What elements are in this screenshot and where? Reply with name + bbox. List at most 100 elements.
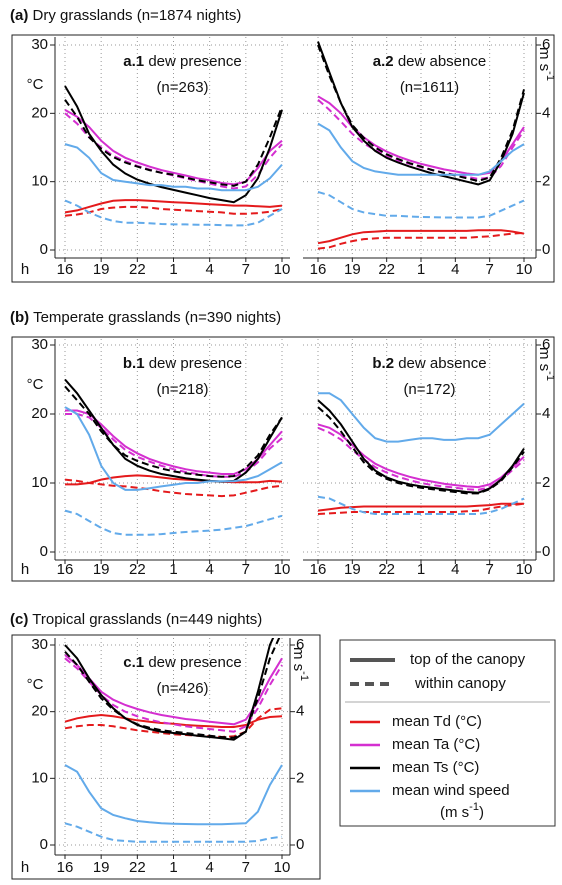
- series-line: [317, 122, 525, 176]
- series-line: [317, 406, 525, 495]
- series-line: [64, 112, 283, 190]
- panel-label: b.2: [372, 355, 394, 372]
- y-tick-label: 0: [40, 836, 48, 853]
- y2-tick-label: 2: [542, 474, 550, 491]
- legend-unit: (m s: [440, 804, 469, 821]
- group-name: Dry grasslands (n=1874 nights): [33, 7, 242, 24]
- panel-label: a.2: [373, 53, 394, 70]
- x-tick-label: 4: [451, 561, 459, 578]
- y2-tick-label: 4: [296, 703, 304, 720]
- series-line: [64, 509, 283, 536]
- x-tick-label: 16: [310, 561, 327, 578]
- legend-label: mean wind speed: [392, 782, 510, 799]
- legend-label: mean Ts (°C): [392, 759, 479, 776]
- legend-style-label: within canopy: [414, 675, 506, 692]
- x-tick-label: 16: [57, 859, 74, 876]
- panel-name: dew presence: [148, 53, 241, 70]
- series-line: [65, 474, 283, 486]
- y2-axis-label-exp: -1: [544, 71, 556, 81]
- x-tick-label: 19: [93, 561, 110, 578]
- panel-subtitle: (n=426): [156, 680, 208, 697]
- series-line: [317, 229, 525, 245]
- y2-tick-label: 6: [296, 636, 304, 653]
- series-line: [64, 143, 283, 192]
- x-axis-label: h: [21, 261, 29, 278]
- series-line: [64, 822, 283, 843]
- x-axis-label: h: [21, 859, 29, 876]
- x-tick-label: 22: [378, 561, 395, 578]
- group-label: (c): [10, 611, 28, 628]
- y-tick-label: 10: [31, 769, 48, 786]
- panel-label: c.1: [123, 654, 144, 671]
- y-tick-label: 20: [31, 703, 48, 720]
- panel-title: b.1 dew presence: [123, 355, 242, 372]
- panel-name: dew absence: [398, 355, 486, 372]
- legend-label: mean Td (°C): [392, 713, 482, 730]
- y-tick-label: 30: [31, 636, 48, 653]
- y-tick-label: 20: [31, 405, 48, 422]
- x-tick-label: 19: [344, 261, 361, 278]
- legend-unit-exp: -1: [469, 801, 479, 813]
- y-tick-label: 30: [31, 36, 48, 53]
- x-tick-label: 4: [205, 859, 213, 876]
- x-tick-label: 1: [169, 261, 177, 278]
- x-tick-label: 10: [274, 261, 291, 278]
- y2-tick-label: 0: [296, 836, 304, 853]
- panel-title: a.1 dew presence: [123, 53, 241, 70]
- series-line: [64, 385, 283, 478]
- series-line: [317, 41, 525, 186]
- x-tick-label: 4: [451, 261, 459, 278]
- x-tick-label: 10: [274, 859, 291, 876]
- series-line: [317, 495, 525, 515]
- x-tick-label: 22: [129, 261, 146, 278]
- y2-tick-label: 0: [542, 241, 550, 258]
- series-line: [317, 426, 525, 491]
- y-tick-label: 20: [31, 104, 48, 121]
- legend-label-unit: (m s-1): [440, 801, 484, 821]
- x-tick-label: 1: [417, 561, 425, 578]
- y2-tick-label: 2: [296, 769, 304, 786]
- series-line: [317, 44, 525, 183]
- series-line: [64, 85, 283, 204]
- x-tick-label: 4: [205, 261, 213, 278]
- series-line: [317, 95, 525, 176]
- y2-axis-label-exp: -1: [544, 371, 556, 381]
- group-name: Temperate grasslands (n=390 nights): [33, 309, 281, 326]
- x-tick-label: 22: [129, 561, 146, 578]
- y2-tick-label: 6: [542, 36, 550, 53]
- series-line: [64, 654, 283, 726]
- legend-unit-end: ): [479, 804, 484, 821]
- y-axis-label: °C: [27, 376, 44, 393]
- series-line: [65, 409, 283, 475]
- series-line: [317, 502, 525, 515]
- y2-tick-label: 6: [542, 336, 550, 353]
- group-frame: [11, 336, 555, 582]
- group-title: (b) Temperate grasslands (n=390 nights): [10, 309, 281, 326]
- y2-axis-label: m s-1: [536, 347, 556, 381]
- series-line: [64, 205, 283, 217]
- x-tick-label: 22: [378, 261, 395, 278]
- x-tick-label: 19: [93, 859, 110, 876]
- series-line: [64, 406, 283, 491]
- y2-axis-label-unit: m s: [536, 47, 553, 71]
- series-line: [64, 378, 283, 483]
- series-line: [318, 392, 525, 443]
- x-tick-label: 7: [485, 261, 493, 278]
- y2-tick-label: 0: [542, 543, 550, 560]
- x-tick-label: 22: [129, 859, 146, 876]
- x-tick-label: 16: [310, 261, 327, 278]
- series-line: [64, 478, 283, 498]
- group-title: (a) Dry grasslands (n=1874 nights): [10, 7, 241, 24]
- x-tick-label: 10: [516, 561, 533, 578]
- panel-name: dew presence: [149, 355, 242, 372]
- panel-name: dew presence: [148, 654, 241, 671]
- y2-axis-label-exp: -1: [298, 671, 310, 681]
- panel-label: b.1: [123, 355, 145, 372]
- y2-axis-label: m s-1: [536, 47, 556, 81]
- series-line: [317, 423, 525, 489]
- group-frame: [11, 34, 555, 283]
- y-axis-label: °C: [27, 676, 44, 693]
- x-tick-label: 10: [274, 561, 291, 578]
